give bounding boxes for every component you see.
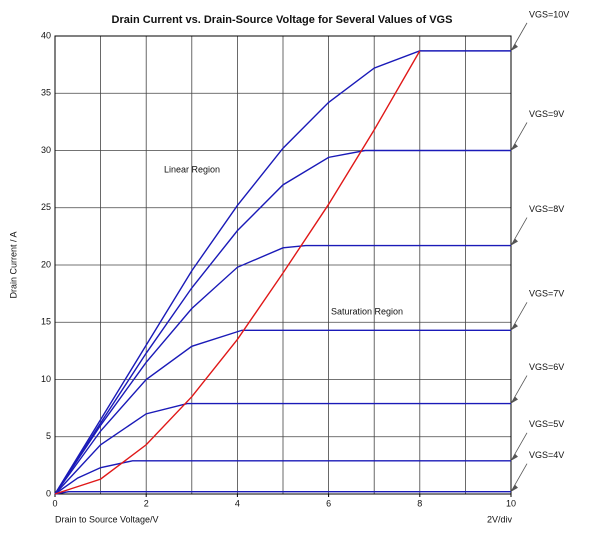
series-line	[54, 244, 511, 495]
series-line	[54, 402, 511, 495]
legend-label: VGS=10V	[529, 9, 569, 19]
y-axis-label: Drain Current / A	[8, 231, 18, 298]
x-tick-label: 0	[52, 498, 57, 508]
x-tick-label: 10	[506, 498, 516, 508]
y-tick-label: 20	[41, 259, 51, 269]
arrow-head	[511, 238, 518, 246]
y-tick-label: 35	[41, 88, 51, 98]
x-tick-label: 2	[144, 498, 149, 508]
arrow-head	[511, 484, 518, 492]
annotation: Saturation Region	[331, 306, 403, 316]
legend-label: VGS=9V	[529, 109, 564, 119]
series-line	[54, 329, 511, 495]
y-tick-label: 5	[46, 431, 51, 441]
y-tick-label: 25	[41, 202, 51, 212]
x-tick-label: 8	[417, 498, 422, 508]
arrow-head	[511, 143, 518, 151]
y-tick-label: 40	[41, 30, 51, 40]
arrow-head	[511, 43, 518, 51]
arrow-head	[511, 323, 518, 331]
y-tick-label: 0	[46, 488, 51, 498]
legend-label: VGS=6V	[529, 362, 564, 372]
scale-note: 2V/div	[487, 514, 513, 524]
series-line	[54, 460, 511, 495]
series-line	[54, 50, 511, 495]
plot-frame	[54, 35, 512, 495]
chart-title: Drain Current vs. Drain-Source Voltage f…	[112, 14, 453, 26]
legend-label: VGS=4V	[529, 450, 564, 460]
y-tick-label: 15	[41, 317, 51, 327]
x-axis-label: Drain to Source Voltage/V	[55, 514, 159, 524]
series-line	[54, 149, 511, 495]
x-tick-label: 4	[235, 498, 240, 508]
y-tick-label: 30	[41, 145, 51, 155]
arrow-head	[511, 453, 518, 461]
series-line	[54, 50, 421, 495]
x-tick-label: 6	[326, 498, 331, 508]
arrow-head	[511, 396, 518, 404]
legend-label: VGS=8V	[529, 204, 564, 214]
legend-label: VGS=7V	[529, 289, 564, 299]
legend-label: VGS=5V	[529, 419, 564, 429]
y-tick-label: 10	[41, 374, 51, 384]
